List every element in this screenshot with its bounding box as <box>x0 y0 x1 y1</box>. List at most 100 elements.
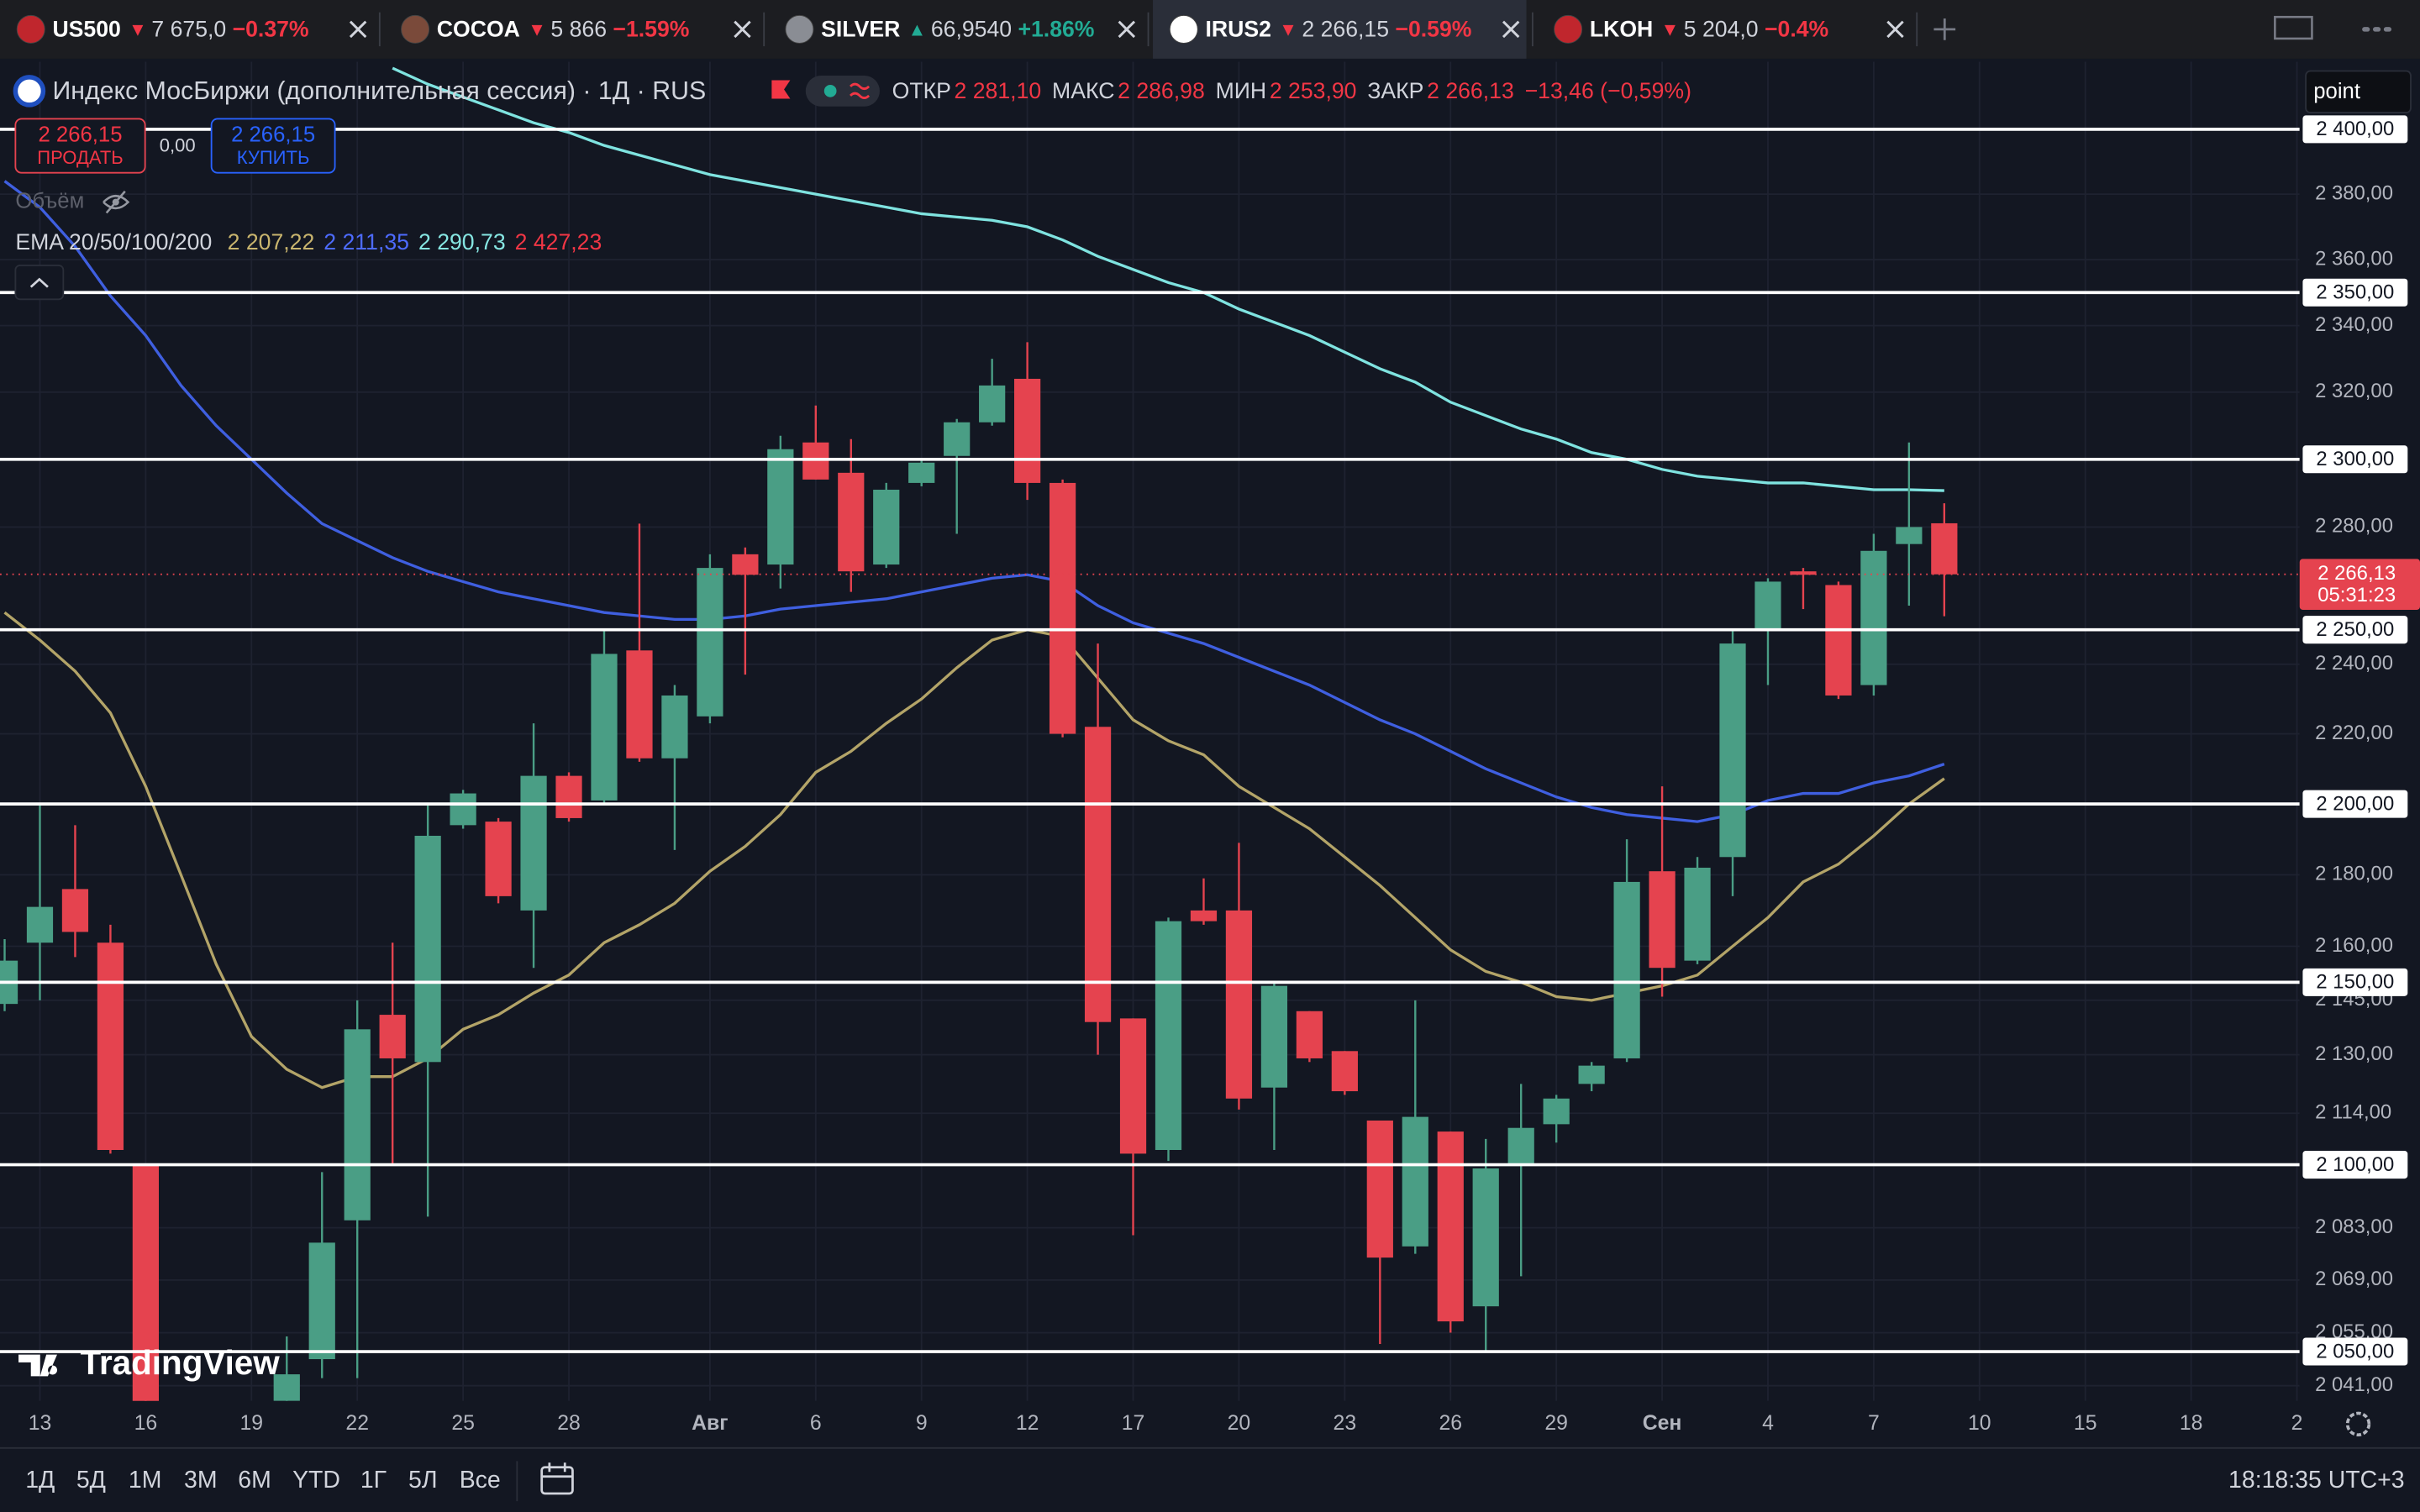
tab-text: COCOA ▼ 5 866 −1.59% <box>437 17 690 42</box>
x-tick-label: 20 <box>1228 1412 1251 1435</box>
range-button[interactable]: 5Л <box>408 1467 438 1494</box>
hline-label: 2 250,00 <box>2316 618 2394 641</box>
tab-price: 2 266,15 <box>1302 17 1389 42</box>
candle-body <box>97 942 124 1151</box>
search-text[interactable]: point <box>2313 80 2360 103</box>
candle-body <box>944 422 971 456</box>
range-button[interactable]: 6М <box>238 1467 271 1494</box>
hline-label: 2 200,00 <box>2316 792 2394 815</box>
hline-label-bg <box>2302 616 2408 644</box>
tab[interactable]: US500 ▼ 7 675,0 −0.37% <box>16 14 367 44</box>
x-tick-label: 7 <box>1868 1412 1880 1435</box>
tab-text: SILVER ▲ 66,9540 +1.86% <box>821 17 1094 42</box>
x-tick-label: 16 <box>134 1412 158 1435</box>
tab-close[interactable] <box>734 20 751 39</box>
x-tick-label: Сен <box>1643 1412 1682 1435</box>
x-tick-label: 2 <box>2291 1412 2303 1435</box>
indicator-legend: EMA 20/50/100/200 2 207,22 2 211,35 2 290,7… <box>15 229 602 255</box>
range-button[interactable]: 1М <box>129 1467 162 1494</box>
candle-body <box>1225 910 1253 1099</box>
candle-body <box>1472 1168 1499 1307</box>
x-tick-label: 25 <box>451 1412 475 1435</box>
x-tick-label: 23 <box>1334 1412 1357 1435</box>
candle-body <box>1507 1127 1534 1165</box>
layout-icon[interactable] <box>2274 15 2313 40</box>
sell-price[interactable]: 2 266,15 <box>38 123 122 146</box>
candle-body <box>1543 1098 1570 1125</box>
buy-label[interactable]: КУПИТЬ <box>237 147 310 168</box>
hline-label-bg <box>2302 1337 2408 1366</box>
symbol-title: Индекс МосБиржи (дополнительная сессия) … <box>52 77 706 105</box>
candle-body <box>1684 867 1711 961</box>
last-price-label: 2 266,13 <box>2317 562 2396 585</box>
status-wave <box>850 82 871 99</box>
collapse-chevron <box>29 277 49 288</box>
tab-icon <box>785 14 814 44</box>
x-tick-label: 4 <box>1762 1412 1774 1435</box>
range-button[interactable]: 3М <box>184 1467 218 1494</box>
range-button[interactable]: 1Г <box>360 1467 387 1494</box>
candle-body <box>1754 581 1781 630</box>
hline-label: 2 400,00 <box>2316 118 2394 140</box>
candle-body <box>1860 550 1887 685</box>
candle-body <box>697 568 723 717</box>
tab-close[interactable] <box>349 20 367 39</box>
x-tick-label: 19 <box>240 1412 264 1435</box>
y-tick-label: 2 380,00 <box>2315 181 2393 204</box>
candle-body <box>485 822 512 896</box>
tab[interactable]: COCOA ▼ 5 866 −1.59% <box>401 14 751 44</box>
y-tick-label: 2 340,00 <box>2315 313 2393 336</box>
indicator-value: 2 207,22 <box>228 229 315 255</box>
range-button[interactable]: Все <box>460 1467 501 1494</box>
calendar-icon[interactable] <box>540 1466 574 1495</box>
candle-body <box>1049 482 1076 734</box>
watermark: TradingView <box>81 1343 281 1382</box>
ema-line <box>392 66 1944 492</box>
candle-body <box>26 906 54 943</box>
candle-body <box>767 449 794 565</box>
candle-body <box>555 775 582 818</box>
y-tick-label: 2 220,00 <box>2315 722 2393 744</box>
plot <box>0 66 2300 1401</box>
hline-label-bg <box>2302 1151 2408 1179</box>
ohlc-label: МИН <box>1216 78 1267 103</box>
tab-symbol: SILVER <box>821 17 900 42</box>
range-button[interactable]: 5Д <box>76 1467 106 1494</box>
candle-body <box>1190 910 1218 921</box>
ohlc-label: ЗАКР <box>1367 78 1423 103</box>
ohlc-change: −13,46 (−0,59%) <box>1525 78 1691 103</box>
sell-button[interactable] <box>14 118 146 174</box>
range-button[interactable]: YTD <box>292 1467 340 1494</box>
buy-price[interactable]: 2 266,15 <box>231 123 315 146</box>
last-price-countdown: 05:31:23 <box>2317 584 2396 606</box>
tab-close[interactable] <box>1886 20 1904 39</box>
candle-body <box>802 442 829 480</box>
tab-close[interactable] <box>1502 20 1520 39</box>
tab-close[interactable] <box>1118 20 1136 39</box>
tab-icon <box>1554 14 1583 44</box>
tab[interactable]: SILVER ▲ 66,9540 +1.86% <box>785 14 1136 44</box>
axis-settings[interactable] <box>2345 1411 2371 1436</box>
clock[interactable]: 18:18:35 UTC+3 <box>2228 1467 2405 1494</box>
x-tick-label: 26 <box>1439 1412 1462 1435</box>
new-tab[interactable] <box>1933 18 1956 40</box>
tab[interactable]: IRUS2 ▼ 2 266,15 −0.59% <box>1153 0 1527 59</box>
tab-text: IRUS2 ▼ 2 266,15 −0.59% <box>1205 17 1471 42</box>
tab[interactable]: LKOH ▼ 5 204,0 −0.4% <box>1554 14 1904 44</box>
tab-price: 5 204,0 <box>1684 17 1759 42</box>
hline-label-bg <box>2302 115 2408 144</box>
tab-icon <box>1169 14 1198 44</box>
sell-label[interactable]: ПРОДАТЬ <box>37 147 124 168</box>
range-button[interactable]: 1Д <box>25 1467 55 1494</box>
flag-icon[interactable] <box>771 80 791 99</box>
x-tick-label: 15 <box>2074 1412 2097 1435</box>
candle-body <box>1437 1131 1464 1322</box>
collapse-button[interactable] <box>14 265 65 301</box>
candle-body <box>1578 1065 1605 1084</box>
buy-button[interactable] <box>210 118 336 174</box>
candle-body <box>450 793 476 826</box>
search-box[interactable] <box>2305 70 2412 113</box>
x-tick-label: 12 <box>1016 1412 1039 1435</box>
